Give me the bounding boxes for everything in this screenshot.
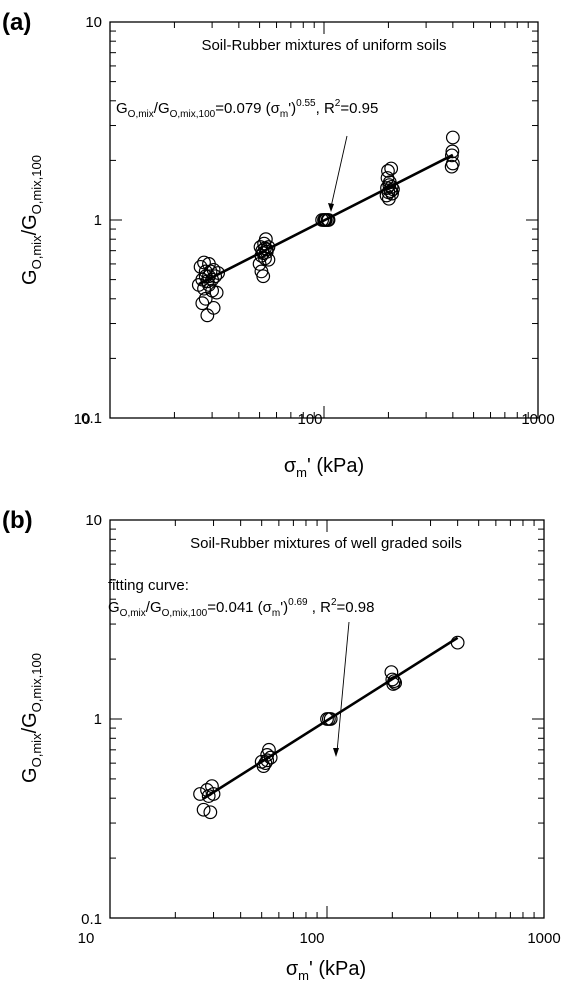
- data-points: [193, 635, 465, 820]
- data-point: [196, 802, 211, 817]
- data-point: [203, 805, 218, 820]
- panel-label: (a): [2, 9, 31, 36]
- x-axis-label: σm' (kPa): [284, 455, 364, 480]
- data-point: [323, 712, 338, 726]
- annotation-arrow: [330, 135, 348, 208]
- data-point: [211, 266, 226, 280]
- data-point: [193, 787, 207, 801]
- y-tick-label: 10: [85, 14, 102, 31]
- panel-label: (b): [2, 507, 33, 534]
- axis-ticks: [110, 520, 544, 918]
- x-tick-label: 10: [74, 411, 91, 428]
- plot-title: Soil-Rubber mixtures of uniform soils: [201, 37, 446, 54]
- data-point: [200, 308, 215, 323]
- data-point: [384, 161, 399, 176]
- fit-note: fitting curve:: [108, 577, 189, 594]
- fit-equation: GO,mix/GO,mix,100=0.079 (σm')0.55, R2=0.…: [116, 98, 378, 120]
- panel-b: (b) Soil-Rubber mixtures of well graded …: [2, 507, 561, 983]
- data-point: [445, 156, 460, 171]
- y-tick-label: 1: [94, 711, 102, 728]
- y-axis-label: GO,mix/GO,mix,100: [19, 653, 44, 783]
- data-point: [197, 255, 211, 270]
- y-tick-label: 10: [85, 512, 102, 529]
- y-axis-label: GO,mix/GO,mix,100: [19, 155, 44, 285]
- data-point: [381, 164, 395, 178]
- data-point: [209, 285, 224, 300]
- fit-line: [198, 153, 454, 286]
- data-point: [206, 300, 221, 315]
- arrow-head: [333, 748, 339, 757]
- panel-a: (a) Soil-Rubber mixtures of uniform soil…: [2, 9, 555, 480]
- data-point: [260, 753, 275, 768]
- y-tick-label: 1: [94, 212, 102, 229]
- data-point: [445, 148, 459, 163]
- y-tick-label: 0.1: [81, 410, 102, 427]
- fit-line: [202, 636, 459, 800]
- data-point: [259, 242, 274, 257]
- plot-title: Soil-Rubber mixtures of well graded soil…: [190, 535, 462, 552]
- axis-ticks: [110, 22, 538, 418]
- x-tick-label: 100: [299, 930, 324, 947]
- data-point: [263, 750, 278, 765]
- data-point: [385, 672, 400, 687]
- x-axis-label: σm' (kPa): [286, 958, 366, 983]
- data-points: [191, 130, 460, 323]
- data-point: [261, 252, 276, 267]
- arrow-head: [328, 203, 334, 212]
- data-point: [256, 269, 271, 284]
- x-tick-label: 10: [78, 930, 95, 947]
- data-point: [208, 269, 223, 284]
- x-tick-label: 1000: [521, 411, 554, 428]
- y-tick-label: 0.1: [81, 911, 102, 928]
- annotation-arrow: [336, 621, 350, 753]
- data-point: [445, 130, 460, 145]
- data-point: [384, 179, 399, 194]
- x-tick-label: 100: [297, 411, 322, 428]
- data-point: [195, 296, 210, 311]
- x-tick-label: 1000: [527, 930, 560, 947]
- data-point: [206, 787, 221, 801]
- fit-equation: GO,mix/GO,mix,100=0.041 (σm')0.69 , R2=0…: [108, 597, 374, 619]
